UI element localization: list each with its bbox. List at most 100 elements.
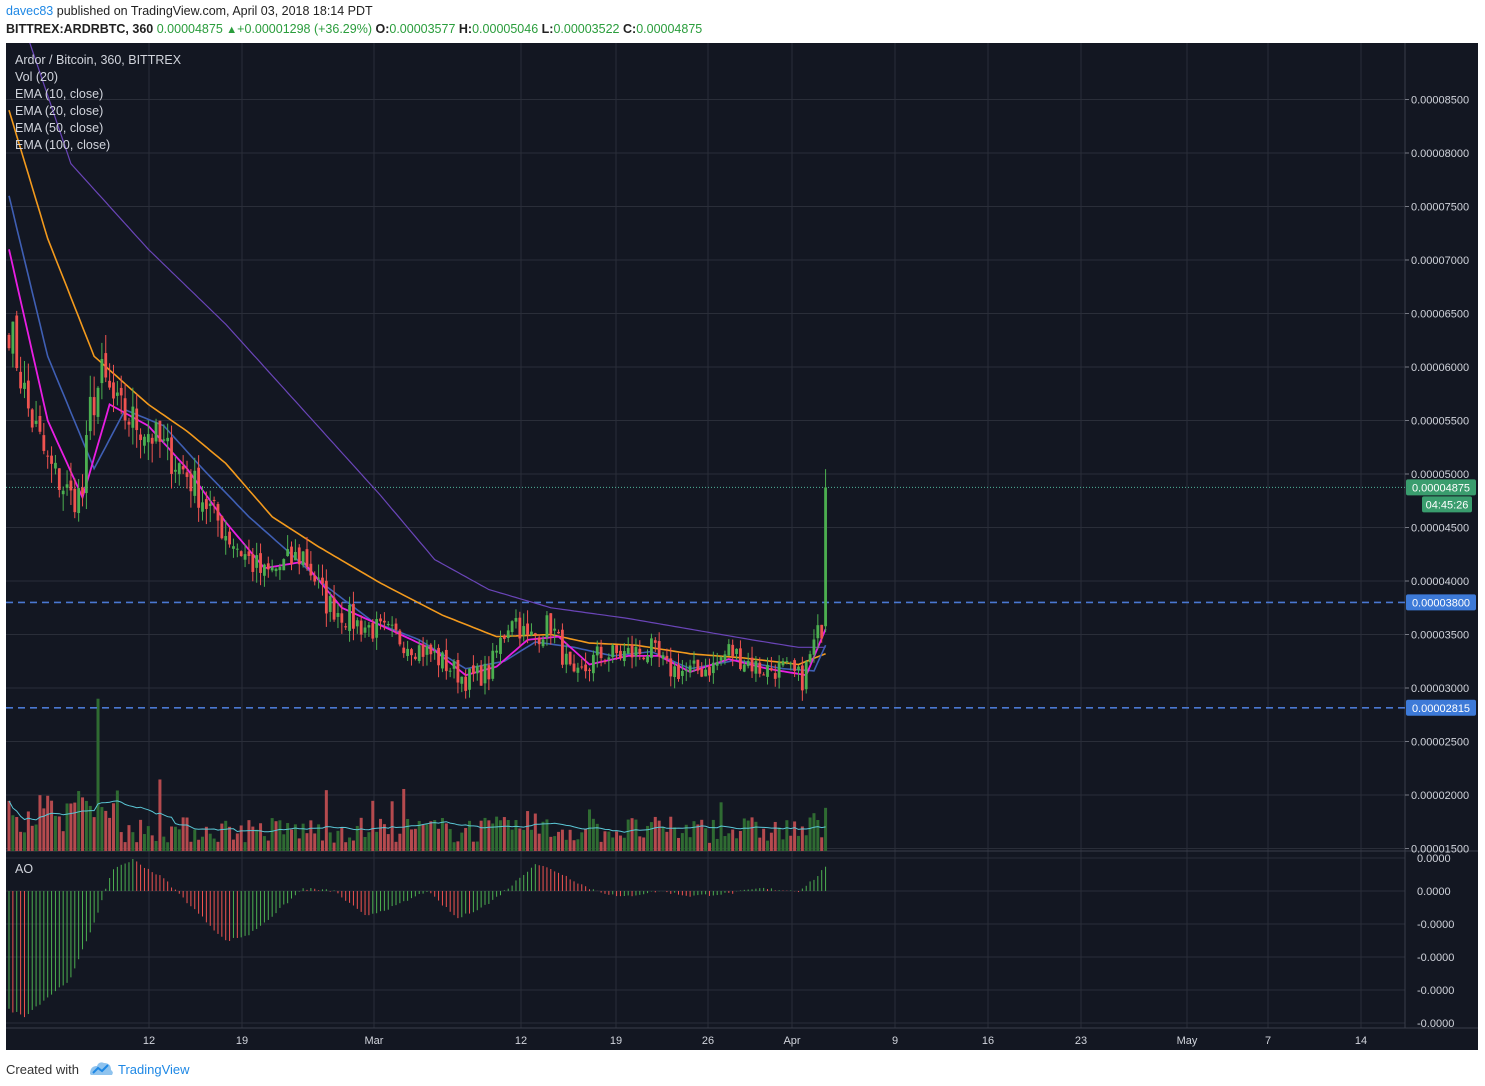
volume-bar [108, 817, 112, 851]
volume-bar [653, 816, 657, 851]
volume-bar [255, 829, 259, 851]
footer: Created with TradingView [0, 1050, 1485, 1086]
candle-body [212, 499, 216, 501]
volume-bar [53, 815, 57, 851]
volume-bar [711, 819, 715, 851]
volume-bar [131, 832, 135, 851]
volume-bar [769, 832, 773, 851]
volume-bar [235, 833, 239, 851]
volume-bar [526, 811, 530, 851]
candles [7, 310, 827, 701]
chart-legend: Ardor / Bitcoin, 360, BITTREX Vol (20) E… [15, 53, 182, 876]
candle-body [355, 620, 359, 627]
candle-body [808, 654, 812, 663]
candle-body [665, 655, 669, 659]
y-tick-label: 0.00005500 [1411, 416, 1469, 428]
volume-bar [603, 831, 607, 851]
volume-bar [231, 839, 235, 851]
volume-bar [715, 838, 719, 851]
candle-body [150, 437, 154, 444]
candle-body [263, 564, 266, 576]
tradingview-link[interactable]: TradingView [118, 1062, 190, 1077]
last-price: 0.00004875 [156, 22, 223, 36]
candle-body [766, 664, 769, 677]
candle-body [804, 661, 808, 690]
volume-bar [409, 829, 413, 851]
volume-bar [382, 824, 386, 851]
volume-bar [336, 830, 340, 851]
x-tick-label: 12 [515, 1035, 527, 1047]
candle-body [228, 531, 231, 545]
candle-body [309, 563, 313, 576]
candle-body [324, 580, 328, 614]
chart-header: davec83 published on TradingView.com, Ap… [0, 0, 1485, 42]
candle-body [673, 666, 677, 678]
volume-bar [65, 803, 69, 851]
candle-body [700, 668, 704, 677]
candle-body [367, 625, 371, 628]
candle-body [812, 639, 816, 655]
countdown-badge-bg [1422, 496, 1472, 513]
price-chart[interactable]: 0.00008500 0.00008000 0.00007500 0.00007000… [6, 43, 1478, 1050]
candle-body [185, 472, 189, 477]
horizontal-levels[interactable] [6, 486, 1405, 709]
candle-body [166, 437, 170, 442]
volume-bar [73, 802, 77, 851]
candle-body [580, 666, 584, 668]
candle-body [54, 462, 57, 469]
candle-body [359, 620, 363, 635]
tradingview-logo-icon[interactable] [88, 1060, 114, 1083]
candle-body [379, 618, 382, 622]
open-label: O: [375, 22, 390, 36]
candle-body [506, 630, 510, 639]
volume-bar [46, 795, 50, 851]
candle-body [518, 617, 522, 639]
volume-bar [50, 800, 54, 851]
candle-body [638, 648, 642, 655]
author-link[interactable]: davec83 [6, 4, 54, 18]
candle-body [677, 664, 680, 679]
volume-bar [766, 840, 770, 851]
candle-body [340, 613, 344, 623]
volume-bar [297, 838, 301, 851]
ao-tick-label: -0.0000 [1417, 985, 1454, 997]
volume-bar [615, 831, 619, 851]
volume-bar [746, 820, 750, 851]
legend-ema20: EMA (20, close) [15, 104, 103, 118]
volume-bar [111, 803, 115, 851]
candle-body [30, 409, 34, 428]
candle-body [15, 315, 19, 369]
volume-bar [220, 823, 224, 851]
volume-bar [452, 842, 456, 851]
candle-body [208, 503, 212, 507]
candle-body [719, 657, 723, 661]
candle-body [603, 660, 607, 662]
candle-body [545, 615, 549, 638]
volume-bar [502, 817, 506, 851]
candle-body [282, 559, 286, 571]
volume-bar [804, 835, 808, 851]
level-badge-text: 0.00003800 [1412, 597, 1470, 609]
volume-bar [305, 833, 309, 851]
volume-bar [332, 842, 336, 851]
volume-bar [793, 821, 797, 851]
legend-title: Ardor / Bitcoin, 360, BITTREX [15, 53, 182, 67]
candle-body [499, 637, 502, 654]
volume-bar [92, 817, 96, 851]
candle-body [595, 646, 599, 656]
candle-body [530, 631, 533, 636]
volume-bar [471, 841, 475, 851]
candle-body [626, 647, 630, 654]
volume-bar [228, 826, 232, 851]
volume-bar [139, 819, 143, 851]
volume-bar [464, 828, 468, 851]
volume-bar [479, 820, 483, 851]
volume-bar [166, 842, 170, 851]
candle-body [526, 623, 529, 635]
candle-body [704, 669, 707, 677]
price-change: +0.00001298 (+36.29%) [237, 22, 372, 36]
candle-body [382, 620, 386, 623]
candle-body [437, 647, 440, 666]
volume-bar [26, 811, 30, 851]
volume-bar [762, 828, 766, 851]
